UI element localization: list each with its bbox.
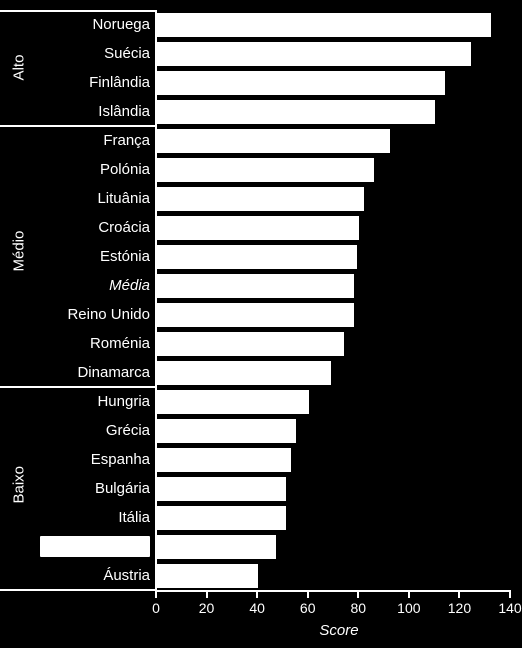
bar-label: Grécia (40, 422, 150, 439)
x-tick-label: 0 (152, 600, 160, 616)
x-tick (357, 592, 359, 598)
bar (157, 245, 357, 269)
bar-label: Reino Unido (40, 306, 150, 323)
bar-label: Hungria (40, 393, 150, 410)
x-tick (307, 592, 309, 598)
bar (157, 332, 344, 356)
bar-label: Espanha (40, 451, 150, 468)
x-tick (408, 592, 410, 598)
bar (157, 100, 435, 124)
group-separator-top (0, 10, 156, 12)
bar (157, 506, 286, 530)
bar (157, 390, 309, 414)
bar (157, 42, 471, 66)
y-axis-line (155, 10, 157, 590)
x-tick (256, 592, 258, 598)
bar (157, 361, 331, 385)
x-tick (206, 592, 208, 598)
group-label: Baixo (11, 473, 28, 503)
x-tick-label: 20 (199, 600, 215, 616)
x-tick-label: 60 (300, 600, 316, 616)
score-bar-chart: 0 20 40 60 80 100 120 140 Noruega Suécia Finlândi… (0, 0, 522, 648)
group-separator (0, 125, 156, 127)
bar-label: Croácia (40, 219, 150, 236)
x-tick (509, 592, 511, 598)
plot-area (156, 10, 510, 590)
bar-label: Polónia (40, 161, 150, 178)
bar-label: Suécia (40, 45, 150, 62)
bar (157, 535, 276, 559)
bar-label (40, 536, 150, 557)
bar-label: Itália (40, 509, 150, 526)
bar (157, 419, 296, 443)
bar-label: Média (40, 277, 150, 294)
bar-label: Bulgária (40, 480, 150, 497)
bar-label: França (40, 132, 150, 149)
bar (157, 158, 374, 182)
group-separator (0, 589, 156, 591)
bar (157, 274, 354, 298)
bar (157, 564, 258, 588)
bar-label: Islândia (40, 103, 150, 120)
x-tick-label: 140 (498, 600, 521, 616)
x-tick-label: 120 (448, 600, 471, 616)
bar-label: Dinamarca (40, 364, 150, 381)
x-axis-title: Score (0, 622, 522, 639)
bar-label: Estónia (40, 248, 150, 265)
group-label: Alto (11, 53, 28, 83)
bar (157, 448, 291, 472)
x-tick (155, 592, 157, 598)
bar (157, 477, 286, 501)
bar-label: Roménia (40, 335, 150, 352)
bar-label: Finlândia (40, 74, 150, 91)
x-tick-label: 100 (397, 600, 420, 616)
x-tick-label: 80 (350, 600, 366, 616)
bar (157, 303, 354, 327)
bar-label: Noruega (40, 16, 150, 33)
bar (157, 187, 364, 211)
group-separator (0, 386, 156, 388)
bar (157, 71, 445, 95)
bar (157, 13, 491, 37)
bar (157, 216, 359, 240)
x-tick-label: 40 (249, 600, 265, 616)
group-label: Médio (11, 241, 28, 271)
bar-label: Áustria (40, 567, 150, 584)
bar (157, 129, 390, 153)
x-tick (458, 592, 460, 598)
bar-label: Lituânia (40, 190, 150, 207)
